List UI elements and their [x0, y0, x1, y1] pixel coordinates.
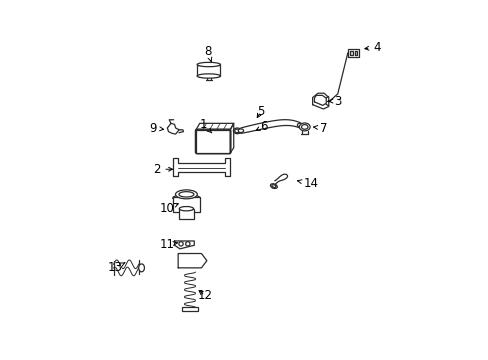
Ellipse shape	[234, 129, 240, 133]
Polygon shape	[172, 158, 230, 176]
FancyBboxPatch shape	[195, 129, 230, 154]
Text: 4: 4	[364, 41, 380, 54]
Text: 12: 12	[197, 289, 212, 302]
Ellipse shape	[197, 74, 220, 78]
Ellipse shape	[299, 123, 309, 131]
Bar	[182, 307, 198, 311]
Text: 2: 2	[153, 163, 172, 176]
Polygon shape	[312, 93, 328, 109]
Text: 5: 5	[256, 105, 264, 118]
Text: 10: 10	[159, 202, 178, 215]
Ellipse shape	[197, 62, 220, 67]
Ellipse shape	[297, 123, 302, 127]
Ellipse shape	[271, 185, 275, 188]
Polygon shape	[349, 51, 352, 55]
Text: 14: 14	[297, 177, 318, 190]
Polygon shape	[196, 123, 233, 130]
Text: 6: 6	[256, 120, 267, 133]
Polygon shape	[167, 123, 179, 134]
Circle shape	[179, 242, 183, 246]
Ellipse shape	[139, 264, 144, 272]
Polygon shape	[347, 49, 358, 57]
Text: 13: 13	[107, 261, 125, 274]
Bar	[179, 209, 193, 220]
Bar	[197, 64, 220, 76]
Polygon shape	[314, 95, 325, 105]
Ellipse shape	[175, 190, 197, 199]
Ellipse shape	[233, 128, 241, 134]
Text: 8: 8	[204, 45, 211, 62]
Ellipse shape	[270, 184, 277, 189]
Polygon shape	[354, 51, 356, 55]
Polygon shape	[230, 123, 233, 153]
Polygon shape	[174, 241, 194, 249]
Text: 1: 1	[199, 118, 211, 133]
Bar	[172, 197, 200, 212]
Ellipse shape	[179, 207, 193, 211]
Bar	[196, 130, 230, 153]
Text: 7: 7	[313, 122, 326, 135]
Polygon shape	[178, 253, 206, 268]
Text: 9: 9	[149, 122, 163, 135]
Ellipse shape	[238, 129, 243, 132]
Text: 3: 3	[328, 95, 341, 108]
Ellipse shape	[172, 195, 200, 201]
Text: 11: 11	[159, 238, 177, 251]
Ellipse shape	[301, 125, 307, 129]
Circle shape	[185, 242, 190, 246]
Ellipse shape	[179, 192, 194, 197]
